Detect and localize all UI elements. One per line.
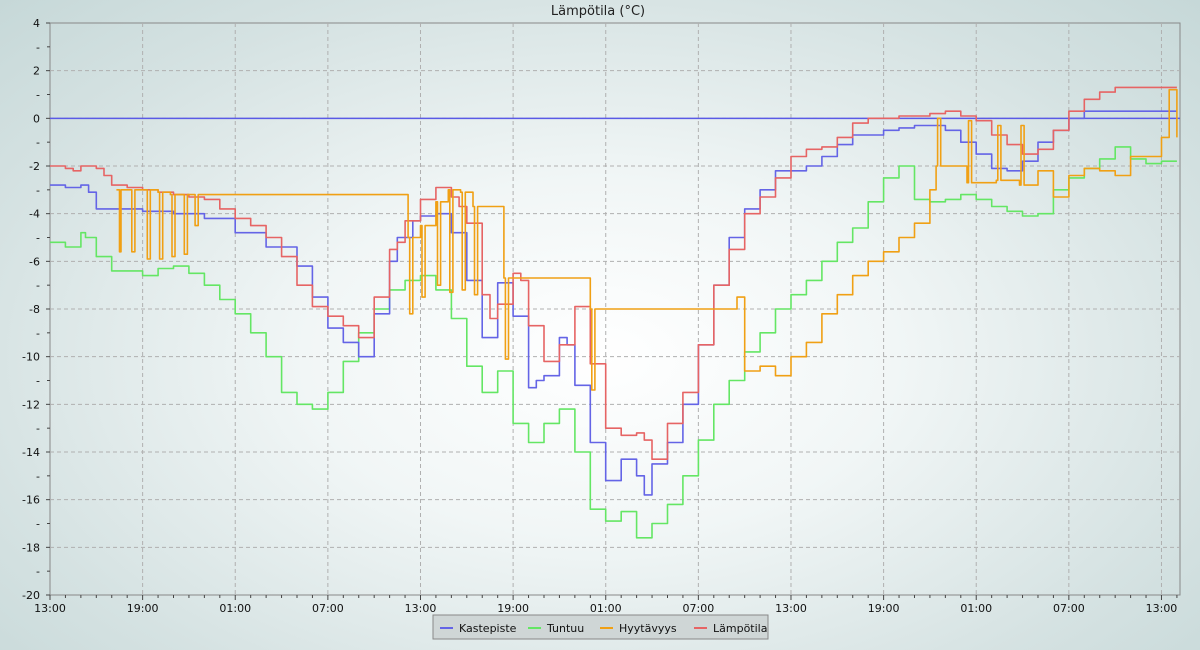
y-minor-tick-label: - [36, 184, 40, 197]
legend-label-lamp-tila: Lämpötila [713, 622, 767, 635]
y-minor-tick-label: - [36, 279, 40, 292]
x-tick-label: 13:00 [34, 602, 66, 615]
series-layer [50, 86, 1178, 539]
legend: Kastepiste Tuntuu Hyytävyys Lämpötila [432, 614, 769, 640]
y-minor-tick-label: - [36, 136, 40, 149]
y-minor-tick-label: - [36, 518, 40, 531]
x-tick-label: 07:00 [683, 602, 715, 615]
y-tick-label: -16 [22, 494, 40, 507]
y-minor-tick-label: - [36, 422, 40, 435]
y-minor-tick-label: - [36, 232, 40, 245]
x-tick-label: 13:00 [1146, 602, 1178, 615]
y-tick-label: 4 [33, 17, 40, 30]
x-tick-label: 19:00 [868, 602, 900, 615]
series-line-hyytavyys [116, 88, 1178, 391]
x-tick-label: 07:00 [312, 602, 344, 615]
y-tick-label: 2 [33, 65, 40, 78]
x-tick-label: 01:00 [590, 602, 622, 615]
chart-title: Lämpötila (°C) [551, 4, 645, 19]
y-tick-label: -12 [22, 398, 40, 411]
series-line-kastepiste [50, 110, 1177, 496]
series-line-tuntuu [50, 146, 1177, 539]
y-tick-label: -20 [22, 589, 40, 602]
x-tick-label: 13:00 [775, 602, 807, 615]
x-tick-label: 13:00 [405, 602, 437, 615]
y-minor-tick-label: - [36, 470, 40, 483]
y-tick-label: -14 [22, 446, 40, 459]
y-minor-tick-label: - [36, 41, 40, 54]
y-tick-label: -6 [29, 255, 40, 268]
legend-label-kastepiste: Kastepiste [459, 622, 517, 635]
y-tick-label: -8 [29, 303, 40, 316]
y-minor-tick-label: - [36, 89, 40, 102]
x-axis: 13:00 19:00 01:00 07:00 13:00 19:00 01:00 07:00… [34, 595, 1178, 615]
y-minor-tick-label: - [36, 565, 40, 578]
series-line-lamp-tila [50, 86, 1177, 460]
legend-label-hyytavyys: Hyytävyys [619, 622, 677, 635]
y-minor-tick-label: - [36, 327, 40, 340]
y-tick-label: -4 [29, 208, 40, 221]
y-tick-label: 0 [33, 112, 40, 125]
x-tick-label: 01:00 [219, 602, 251, 615]
x-tick-label: 07:00 [1053, 602, 1085, 615]
y-axis: 4-2-0--2--4--6--8--10--12--14--16--18--2… [22, 17, 50, 602]
x-tick-label: 01:00 [960, 602, 992, 615]
y-tick-label: -10 [22, 351, 40, 364]
y-tick-label: -2 [29, 160, 40, 173]
x-tick-label: 19:00 [497, 602, 529, 615]
legend-label-tuntuu: Tuntuu [546, 622, 584, 635]
y-minor-tick-label: - [36, 375, 40, 388]
y-tick-label: -18 [22, 541, 40, 554]
x-tick-label: 19:00 [127, 602, 159, 615]
